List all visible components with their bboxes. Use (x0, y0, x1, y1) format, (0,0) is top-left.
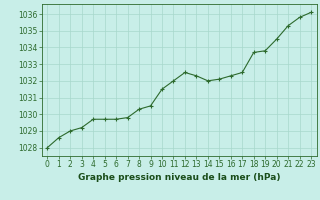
X-axis label: Graphe pression niveau de la mer (hPa): Graphe pression niveau de la mer (hPa) (78, 173, 280, 182)
